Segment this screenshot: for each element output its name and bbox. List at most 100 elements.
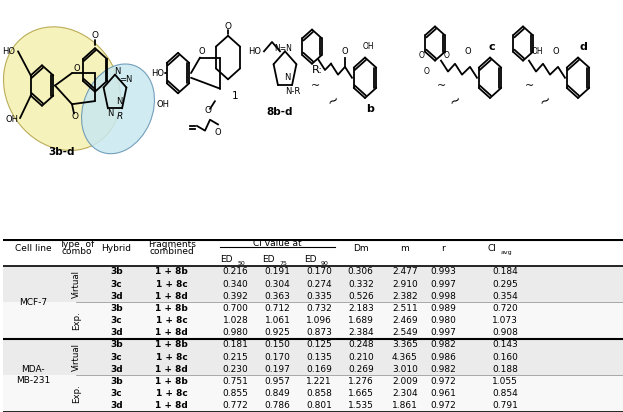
Text: 1 + 8c: 1 + 8c bbox=[156, 316, 188, 325]
Text: 0.332: 0.332 bbox=[348, 280, 374, 288]
Text: 3b: 3b bbox=[110, 267, 123, 276]
Text: m: m bbox=[401, 244, 409, 253]
FancyBboxPatch shape bbox=[3, 351, 623, 363]
Text: 0.335: 0.335 bbox=[307, 292, 332, 301]
Text: ~: ~ bbox=[325, 92, 341, 110]
Text: 0.854: 0.854 bbox=[492, 389, 518, 398]
Text: ~: ~ bbox=[437, 80, 447, 91]
Text: r: r bbox=[441, 244, 445, 253]
Text: 0.181: 0.181 bbox=[222, 340, 249, 349]
Text: 1.096: 1.096 bbox=[307, 316, 332, 325]
Text: 3d: 3d bbox=[110, 401, 123, 410]
Text: 0.304: 0.304 bbox=[265, 280, 290, 288]
Text: 0.210: 0.210 bbox=[348, 353, 374, 362]
Text: 0.340: 0.340 bbox=[222, 280, 249, 288]
Text: 1 + 8b: 1 + 8b bbox=[155, 340, 188, 349]
Text: O: O bbox=[341, 47, 348, 56]
Text: c: c bbox=[488, 42, 495, 52]
Text: N-R: N-R bbox=[285, 87, 301, 96]
Text: 2.549: 2.549 bbox=[392, 328, 417, 337]
Text: 0.160: 0.160 bbox=[492, 353, 518, 362]
Text: 1 + 8c: 1 + 8c bbox=[156, 353, 188, 362]
Text: 2.469: 2.469 bbox=[392, 316, 417, 325]
Ellipse shape bbox=[4, 27, 120, 150]
Text: 1.221: 1.221 bbox=[307, 377, 332, 386]
Text: 3b: 3b bbox=[110, 340, 123, 349]
Text: 2.382: 2.382 bbox=[392, 292, 417, 301]
FancyBboxPatch shape bbox=[3, 290, 623, 302]
Text: O: O bbox=[224, 22, 232, 31]
Text: 1.665: 1.665 bbox=[348, 389, 374, 398]
Text: 0.274: 0.274 bbox=[307, 280, 332, 288]
Text: 2.477: 2.477 bbox=[392, 267, 417, 276]
Text: 4.365: 4.365 bbox=[392, 353, 417, 362]
Text: O: O bbox=[92, 31, 98, 40]
Text: 1.061: 1.061 bbox=[265, 316, 291, 325]
Text: 1.073: 1.073 bbox=[492, 316, 518, 325]
Text: ED: ED bbox=[262, 255, 275, 265]
Text: 1.535: 1.535 bbox=[348, 401, 374, 410]
FancyBboxPatch shape bbox=[3, 278, 623, 290]
Text: 1.276: 1.276 bbox=[348, 377, 374, 386]
Text: 0.849: 0.849 bbox=[265, 389, 290, 398]
Text: 8b-d: 8b-d bbox=[267, 107, 293, 117]
Text: 0.972: 0.972 bbox=[430, 401, 456, 410]
Text: combined: combined bbox=[150, 247, 194, 256]
Text: ED: ED bbox=[303, 255, 316, 265]
Text: 0.363: 0.363 bbox=[265, 292, 291, 301]
Text: Exp.: Exp. bbox=[72, 384, 81, 403]
Text: CI: CI bbox=[487, 244, 496, 253]
Text: 1.055: 1.055 bbox=[492, 377, 518, 386]
Text: O: O bbox=[553, 47, 559, 56]
Text: 2.304: 2.304 bbox=[392, 389, 417, 398]
Text: 0.169: 0.169 bbox=[307, 365, 332, 374]
Text: 0.732: 0.732 bbox=[307, 304, 332, 313]
Text: N: N bbox=[116, 96, 122, 105]
Text: 0.135: 0.135 bbox=[307, 353, 332, 362]
Text: 1 + 8d: 1 + 8d bbox=[155, 401, 188, 410]
Text: 3.365: 3.365 bbox=[392, 340, 418, 349]
Text: 3b: 3b bbox=[110, 377, 123, 386]
Text: ~: ~ bbox=[525, 80, 535, 91]
Text: 0.216: 0.216 bbox=[222, 267, 249, 276]
Text: 2.183: 2.183 bbox=[348, 304, 374, 313]
Text: 1 + 8c: 1 + 8c bbox=[156, 280, 188, 288]
Text: 0.712: 0.712 bbox=[265, 304, 290, 313]
Text: Virtual: Virtual bbox=[72, 343, 81, 371]
Text: Type  of: Type of bbox=[59, 240, 94, 249]
Text: 0.855: 0.855 bbox=[222, 389, 249, 398]
Text: 1 + 8c: 1 + 8c bbox=[156, 389, 188, 398]
Text: 1 + 8d: 1 + 8d bbox=[155, 292, 188, 301]
Text: 0.700: 0.700 bbox=[222, 304, 249, 313]
FancyBboxPatch shape bbox=[3, 339, 623, 351]
Text: 0.925: 0.925 bbox=[265, 328, 290, 337]
Text: O: O bbox=[419, 52, 425, 61]
Text: 1 + 8b: 1 + 8b bbox=[155, 377, 188, 386]
Text: 90: 90 bbox=[321, 261, 329, 266]
Text: 0.170: 0.170 bbox=[307, 267, 332, 276]
Text: 0.997: 0.997 bbox=[430, 280, 456, 288]
Text: 0.269: 0.269 bbox=[348, 365, 374, 374]
Text: O: O bbox=[204, 106, 211, 115]
Text: 0.957: 0.957 bbox=[265, 377, 291, 386]
Text: O: O bbox=[465, 47, 472, 56]
Text: 0.908: 0.908 bbox=[492, 328, 518, 337]
Text: HO: HO bbox=[2, 47, 16, 56]
Text: 0.772: 0.772 bbox=[222, 401, 249, 410]
Text: N: N bbox=[284, 73, 290, 82]
Text: OH: OH bbox=[531, 47, 543, 56]
Text: ED: ED bbox=[220, 255, 232, 265]
Text: O: O bbox=[199, 47, 206, 56]
Text: 0.188: 0.188 bbox=[492, 365, 518, 374]
Text: MDA-
MB-231: MDA- MB-231 bbox=[16, 365, 50, 386]
Text: 0.248: 0.248 bbox=[348, 340, 374, 349]
Text: 0.751: 0.751 bbox=[222, 377, 249, 386]
Text: N=N: N=N bbox=[274, 44, 292, 53]
Text: 2.384: 2.384 bbox=[348, 328, 374, 337]
Text: CI value at: CI value at bbox=[253, 239, 302, 248]
FancyBboxPatch shape bbox=[3, 266, 623, 278]
Text: R: R bbox=[117, 112, 123, 121]
Text: 3c: 3c bbox=[111, 280, 122, 288]
Text: 0.150: 0.150 bbox=[265, 340, 291, 349]
Text: O: O bbox=[424, 67, 430, 76]
